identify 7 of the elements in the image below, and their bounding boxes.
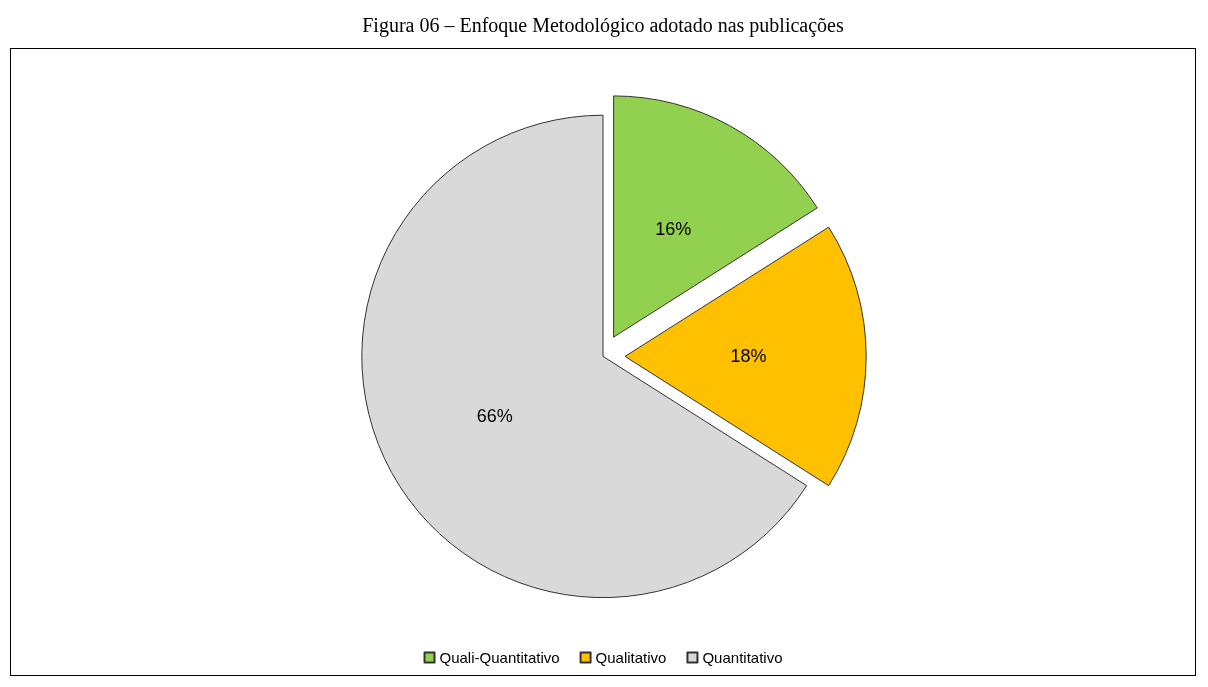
legend-label: Quantitativo (702, 649, 783, 666)
legend-label: Quali-Quantitativo (439, 649, 560, 666)
data-label: 66% (476, 405, 513, 426)
chart-title: Figura 06 – Enfoque Metodológico adotado nas publicações (362, 14, 844, 37)
legend-label: Qualitativo (595, 649, 667, 666)
data-label: 18% (730, 346, 767, 367)
data-label: 16% (655, 218, 692, 239)
